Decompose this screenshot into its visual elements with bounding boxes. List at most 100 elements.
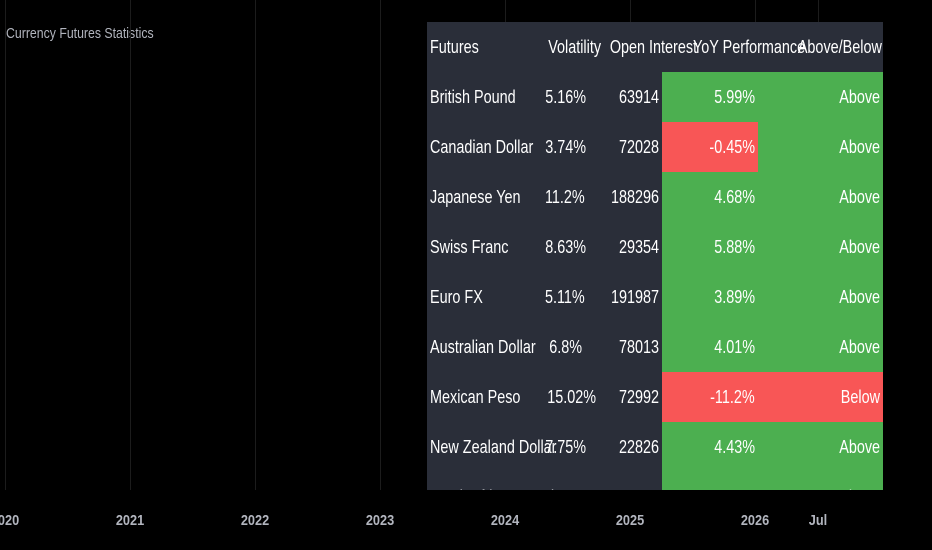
time-label: Jul: [808, 512, 828, 529]
cell-text: Swiss Franc: [430, 237, 509, 257]
table-cell: Australian Dollar: [427, 322, 536, 372]
cell-text: 11.2%: [544, 187, 585, 207]
table-cell: Euro FX: [427, 272, 532, 322]
table-cell: 188296: [585, 172, 662, 222]
header-cell: Open Interest: [585, 22, 697, 72]
cell-text: 8.63%: [545, 237, 587, 257]
cell-text: New Zealand Dollar: [430, 437, 557, 457]
table-cell: 22826: [585, 422, 662, 472]
indicator-title: Currency Futures Statistics: [6, 25, 154, 42]
table-cell: 5.16%: [532, 72, 587, 122]
cell-text: Above: [839, 337, 880, 357]
cell-text: Australian Dollar: [430, 337, 536, 357]
cell-text: Canadian Dollar: [430, 137, 534, 157]
table-cell: Japanese Yen: [427, 172, 532, 222]
table-cell: South African Rand: [427, 472, 554, 490]
cell-text: Open Interest: [609, 37, 698, 57]
table-cell: -0.45%: [662, 122, 758, 172]
table-cell: 5.99%: [662, 72, 758, 122]
time-label: 2021: [115, 512, 145, 529]
time-label: 2025: [615, 512, 645, 529]
table-cell: 72028: [585, 122, 662, 172]
cell-text: 5.99%: [714, 87, 755, 107]
table-cell: New Zealand Dollar: [427, 422, 556, 472]
table-cell: 63914: [585, 72, 662, 122]
cell-text: Japanese Yen: [430, 187, 521, 207]
table-cell: Above: [758, 272, 883, 322]
cell-text: 9.52%: [545, 472, 586, 490]
cell-text: 5.16%: [545, 87, 587, 107]
cell-text: South African Rand: [430, 472, 554, 490]
table-cell: -11.2%: [662, 372, 758, 422]
cell-text: 63914: [618, 87, 659, 107]
cell-text: 22821: [619, 472, 659, 490]
cell-text: 6.02%: [714, 472, 755, 490]
cell-text: 4.68%: [714, 187, 755, 207]
table-cell: 191987: [585, 272, 662, 322]
cell-text: Volatility: [548, 37, 602, 57]
time-label: 2023: [365, 512, 395, 529]
cell-text: 5.11%: [544, 287, 585, 307]
time-label: 2024: [490, 512, 520, 529]
cell-text: Mexican Peso: [430, 387, 521, 407]
cell-text: 22826: [618, 437, 659, 457]
table-cell: Above: [758, 322, 883, 372]
table-cell: Swiss Franc: [427, 222, 532, 272]
table-cell: Below: [758, 372, 883, 422]
table-cell: Above: [758, 422, 883, 472]
table-cell: 3.74%: [532, 122, 587, 172]
cell-text: -11.2%: [710, 387, 755, 407]
cell-text: 6.8%: [549, 337, 582, 357]
cell-text: 191987: [610, 287, 659, 307]
table-cell: 3.89%: [662, 272, 758, 322]
cell-text: 78013: [618, 337, 659, 357]
table-cell: 11.2%: [532, 172, 585, 222]
cell-text: 5.88%: [714, 237, 755, 257]
table-cell: Above: [758, 172, 883, 222]
table-cell: British Pound: [427, 72, 532, 122]
table-cell: 6.02%: [662, 472, 758, 490]
cell-text: Above: [839, 287, 880, 307]
table-cell: 9.52%: [532, 472, 586, 490]
cell-text: -0.45%: [709, 137, 755, 157]
table-cell: 22821: [585, 472, 662, 490]
table-cell: 4.43%: [662, 422, 758, 472]
time-label: 2022: [240, 512, 270, 529]
cell-text: 3.89%: [714, 287, 755, 307]
cell-text: 188296: [610, 187, 659, 207]
cell-text: Above: [839, 137, 880, 157]
cell-text: Above/Below 200 SMA: [797, 37, 883, 57]
cell-text: Below: [840, 387, 880, 407]
cell-text: 4.01%: [714, 337, 755, 357]
table-cell: Above: [758, 222, 883, 272]
cell-text: Futures: [430, 37, 479, 57]
cell-text: 29354: [618, 237, 659, 257]
table-cell: Mexican Peso: [427, 372, 532, 422]
grid-line: [130, 0, 131, 490]
header-cell: YoY Performance: [662, 22, 805, 72]
header-cell: Volatility: [532, 22, 601, 72]
table-cell: Above: [758, 72, 883, 122]
table-cell: 15.02%: [532, 372, 596, 422]
grid-line: [5, 0, 6, 490]
cell-text: 72028: [618, 137, 659, 157]
table-cell: Above: [758, 472, 883, 490]
cell-text: Above: [839, 437, 880, 457]
grid-line: [255, 0, 256, 490]
time-label: 2026: [740, 512, 770, 529]
cell-text: 7.75%: [545, 437, 587, 457]
table-cell: 7.75%: [532, 422, 587, 472]
cell-text: Above: [839, 472, 880, 490]
cell-text: Above: [839, 187, 880, 207]
cell-text: Above: [839, 87, 880, 107]
cell-text: Above: [839, 237, 880, 257]
cell-text: British Pound: [430, 87, 516, 107]
header-cell: Futures: [427, 22, 532, 72]
stats-table: Futures Volatility Open Interest YoY Perfor…: [427, 22, 883, 490]
header-cell: Above/Below 200 SMA: [758, 22, 883, 72]
cell-text: 3.74%: [545, 137, 587, 157]
table-cell: 5.88%: [662, 222, 758, 272]
grid-line: [380, 0, 381, 490]
